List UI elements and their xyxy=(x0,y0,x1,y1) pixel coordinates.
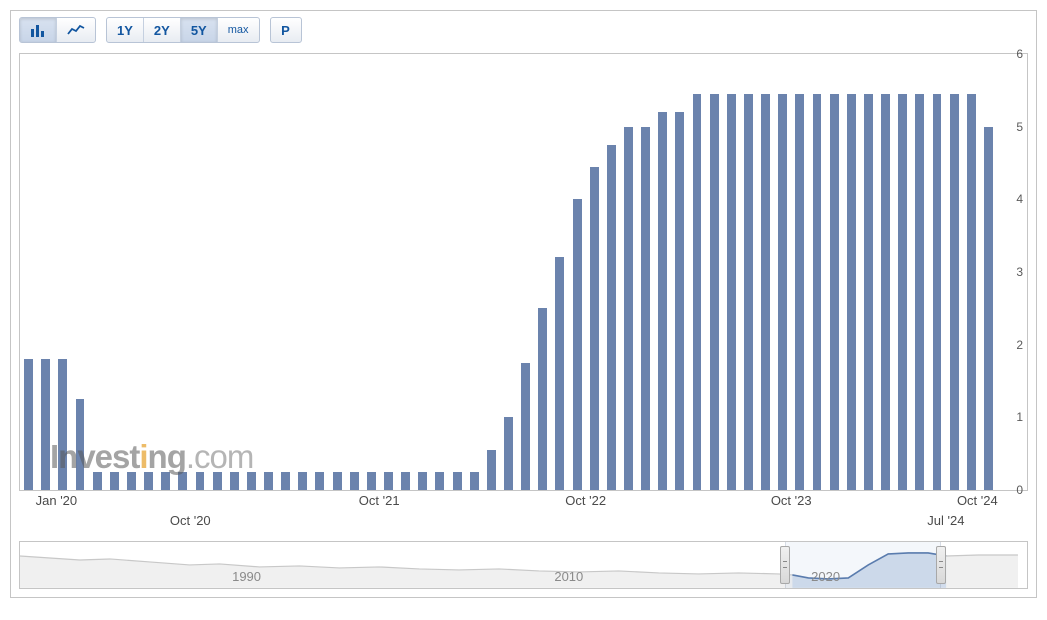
bar xyxy=(230,472,239,490)
range-max-button[interactable]: max xyxy=(218,18,259,42)
bar-chart-icon xyxy=(30,23,46,37)
bar xyxy=(350,472,359,490)
bar xyxy=(590,167,599,490)
bar xyxy=(813,94,822,490)
range-handle-left[interactable] xyxy=(780,546,790,584)
bar xyxy=(144,472,153,490)
p-button[interactable]: P xyxy=(271,18,301,42)
bar xyxy=(298,472,307,490)
bar xyxy=(710,94,719,490)
time-range-group: 1Y 2Y 5Y max xyxy=(106,17,260,43)
bar xyxy=(847,94,856,490)
bar xyxy=(41,359,50,490)
extra-button-group: P xyxy=(270,17,302,43)
range-5y-button[interactable]: 5Y xyxy=(181,18,218,42)
bar xyxy=(864,94,873,490)
y-tick: 3 xyxy=(1016,265,1023,279)
x-tick: Oct '22 xyxy=(565,493,606,508)
main-chart-area[interactable]: 0123456 Investing.com xyxy=(19,53,1028,491)
bar xyxy=(984,127,993,490)
range-year-label: 1990 xyxy=(232,569,261,584)
bar xyxy=(624,127,633,490)
x-tick: Oct '24 xyxy=(957,493,998,508)
bar xyxy=(76,399,85,490)
bar xyxy=(744,94,753,490)
bar xyxy=(333,472,342,490)
bar xyxy=(778,94,787,490)
range-year-label: 2020 xyxy=(811,569,840,584)
y-axis: 0123456 xyxy=(999,54,1027,490)
range-selection xyxy=(785,542,941,588)
bar xyxy=(761,94,770,490)
bar xyxy=(950,94,959,490)
bar xyxy=(367,472,376,490)
bar xyxy=(418,472,427,490)
x-axis: Jan '20 Oct '21 Oct '22 Oct '23 Oct '24 Oct '… xyxy=(19,491,1028,533)
bar xyxy=(58,359,67,490)
bar xyxy=(435,472,444,490)
x-tick: Jan '20 xyxy=(36,493,78,508)
bar xyxy=(213,472,222,490)
line-chart-icon xyxy=(67,23,85,37)
chart-widget: 1Y 2Y 5Y max P 0123456 Investing.com Jan… xyxy=(10,10,1037,598)
range-1y-button[interactable]: 1Y xyxy=(107,18,144,42)
bar xyxy=(247,472,256,490)
bar xyxy=(487,450,496,490)
bar xyxy=(161,472,170,490)
bar xyxy=(727,94,736,490)
bar xyxy=(401,472,410,490)
line-chart-button[interactable] xyxy=(57,18,95,42)
bar xyxy=(641,127,650,490)
bar-chart-button[interactable] xyxy=(20,18,57,42)
bar xyxy=(281,472,290,490)
range-year-label: 2010 xyxy=(554,569,583,584)
x-tick: Oct '20 xyxy=(170,513,211,528)
x-tick: Oct '23 xyxy=(771,493,812,508)
y-tick: 1 xyxy=(1016,410,1023,424)
bar xyxy=(933,94,942,490)
bar xyxy=(93,472,102,490)
bar xyxy=(315,472,324,490)
bar xyxy=(693,94,702,490)
bar xyxy=(915,94,924,490)
range-selector[interactable]: 1990 2010 2020 xyxy=(19,541,1028,589)
bar xyxy=(110,472,119,490)
bar xyxy=(196,472,205,490)
chart-toolbar: 1Y 2Y 5Y max P xyxy=(11,11,1036,49)
bar xyxy=(470,472,479,490)
plot-area xyxy=(20,54,997,490)
bar xyxy=(453,472,462,490)
bar xyxy=(127,472,136,490)
y-tick: 6 xyxy=(1016,47,1023,61)
bar xyxy=(504,417,513,490)
bar xyxy=(607,145,616,490)
y-tick: 5 xyxy=(1016,120,1023,134)
bar xyxy=(555,257,564,490)
bar xyxy=(573,199,582,490)
bar xyxy=(178,472,187,490)
bar xyxy=(795,94,804,490)
bar xyxy=(538,308,547,490)
bar xyxy=(881,94,890,490)
bar xyxy=(24,359,33,490)
bar xyxy=(384,472,393,490)
bar xyxy=(521,363,530,490)
bar xyxy=(898,94,907,490)
bar xyxy=(830,94,839,490)
bar xyxy=(967,94,976,490)
y-tick: 2 xyxy=(1016,338,1023,352)
chart-type-group xyxy=(19,17,96,43)
y-tick: 4 xyxy=(1016,192,1023,206)
bar xyxy=(675,112,684,490)
bar xyxy=(658,112,667,490)
bar xyxy=(264,472,273,490)
range-2y-button[interactable]: 2Y xyxy=(144,18,181,42)
x-tick: Jul '24 xyxy=(927,513,964,528)
range-handle-right[interactable] xyxy=(936,546,946,584)
x-tick: Oct '21 xyxy=(359,493,400,508)
